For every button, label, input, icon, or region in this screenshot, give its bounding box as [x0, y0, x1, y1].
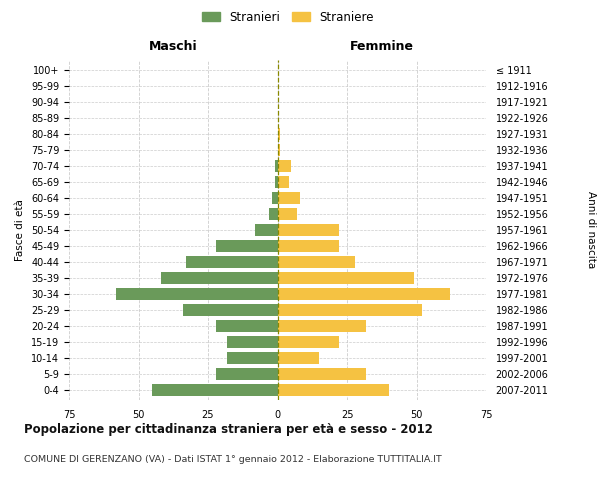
Text: COMUNE DI GERENZANO (VA) - Dati ISTAT 1° gennaio 2012 - Elaborazione TUTTITALIA.: COMUNE DI GERENZANO (VA) - Dati ISTAT 1°… [24, 455, 442, 464]
Bar [227, 352, 277, 364]
Bar [277, 352, 319, 364]
Text: Maschi: Maschi [149, 40, 197, 53]
Text: Popolazione per cittadinanza straniera per età e sesso - 2012: Popolazione per cittadinanza straniera p… [24, 422, 433, 436]
Bar [277, 304, 422, 316]
Bar [183, 304, 277, 316]
Bar [255, 224, 277, 236]
Bar [161, 272, 277, 284]
Bar [277, 208, 297, 220]
Bar [269, 208, 277, 220]
Bar [277, 144, 280, 156]
Bar [277, 192, 300, 204]
Bar [116, 288, 277, 300]
Bar [277, 224, 338, 236]
Bar [277, 384, 389, 396]
Bar [217, 368, 277, 380]
Bar [217, 320, 277, 332]
Text: Femmine: Femmine [350, 40, 414, 53]
Bar [217, 240, 277, 252]
Bar [277, 176, 289, 188]
Bar [277, 368, 367, 380]
Bar [152, 384, 277, 396]
Bar [275, 160, 277, 172]
Bar [277, 128, 280, 140]
Bar [277, 240, 338, 252]
Y-axis label: Fasce di età: Fasce di età [16, 199, 25, 261]
Text: Anni di nascita: Anni di nascita [586, 192, 596, 268]
Bar [186, 256, 277, 268]
Bar [277, 160, 292, 172]
Bar [277, 256, 355, 268]
Bar [277, 288, 450, 300]
Bar [277, 272, 414, 284]
Bar [275, 176, 277, 188]
Bar [227, 336, 277, 348]
Bar [272, 192, 277, 204]
Bar [277, 320, 367, 332]
Legend: Stranieri, Straniere: Stranieri, Straniere [197, 6, 379, 28]
Bar [277, 336, 338, 348]
